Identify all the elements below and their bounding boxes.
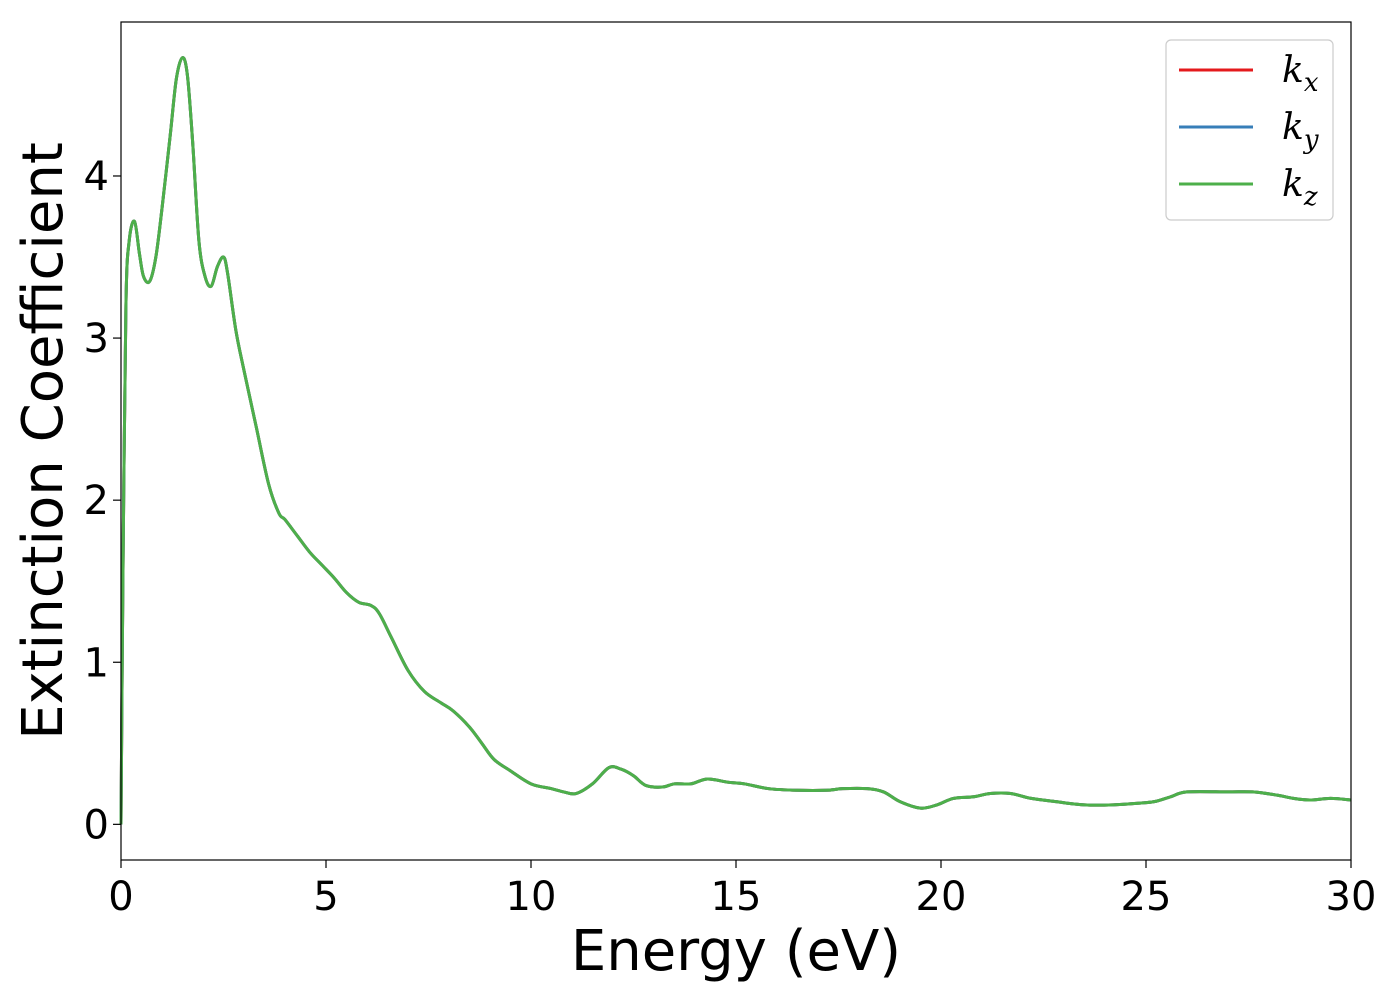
x-tick-label: 20 <box>916 874 967 920</box>
x-tick-label: 15 <box>711 874 762 920</box>
x-axis-label: Energy (eV) <box>571 919 901 984</box>
y-tick-label: 0 <box>84 802 109 848</box>
x-tick-label: 25 <box>1121 874 1172 920</box>
legend-label-kz: kz <box>1282 164 1318 212</box>
y-axis-label: Extinction Coefficient <box>11 142 76 740</box>
y-axis-ticks: 0 1 2 3 4 <box>84 154 121 848</box>
y-tick-label: 3 <box>84 316 109 362</box>
x-tick-label: 5 <box>313 874 338 920</box>
x-tick-label: 30 <box>1326 874 1377 920</box>
y-tick-label: 2 <box>84 478 109 524</box>
y-tick-label: 4 <box>84 154 109 200</box>
legend-label-kx: kx <box>1282 50 1319 98</box>
x-tick-label: 10 <box>506 874 557 920</box>
legend-box <box>1165 39 1334 221</box>
x-tick-label: 0 <box>108 874 133 920</box>
series-line-kz <box>119 56 1352 825</box>
legend-label-ky: ky <box>1282 107 1319 155</box>
x-axis-ticks: 0 5 10 15 20 25 30 <box>108 860 1376 920</box>
legend: kx ky kz <box>1165 39 1334 221</box>
y-tick-label: 1 <box>84 640 109 686</box>
plot-lines <box>119 56 1352 825</box>
